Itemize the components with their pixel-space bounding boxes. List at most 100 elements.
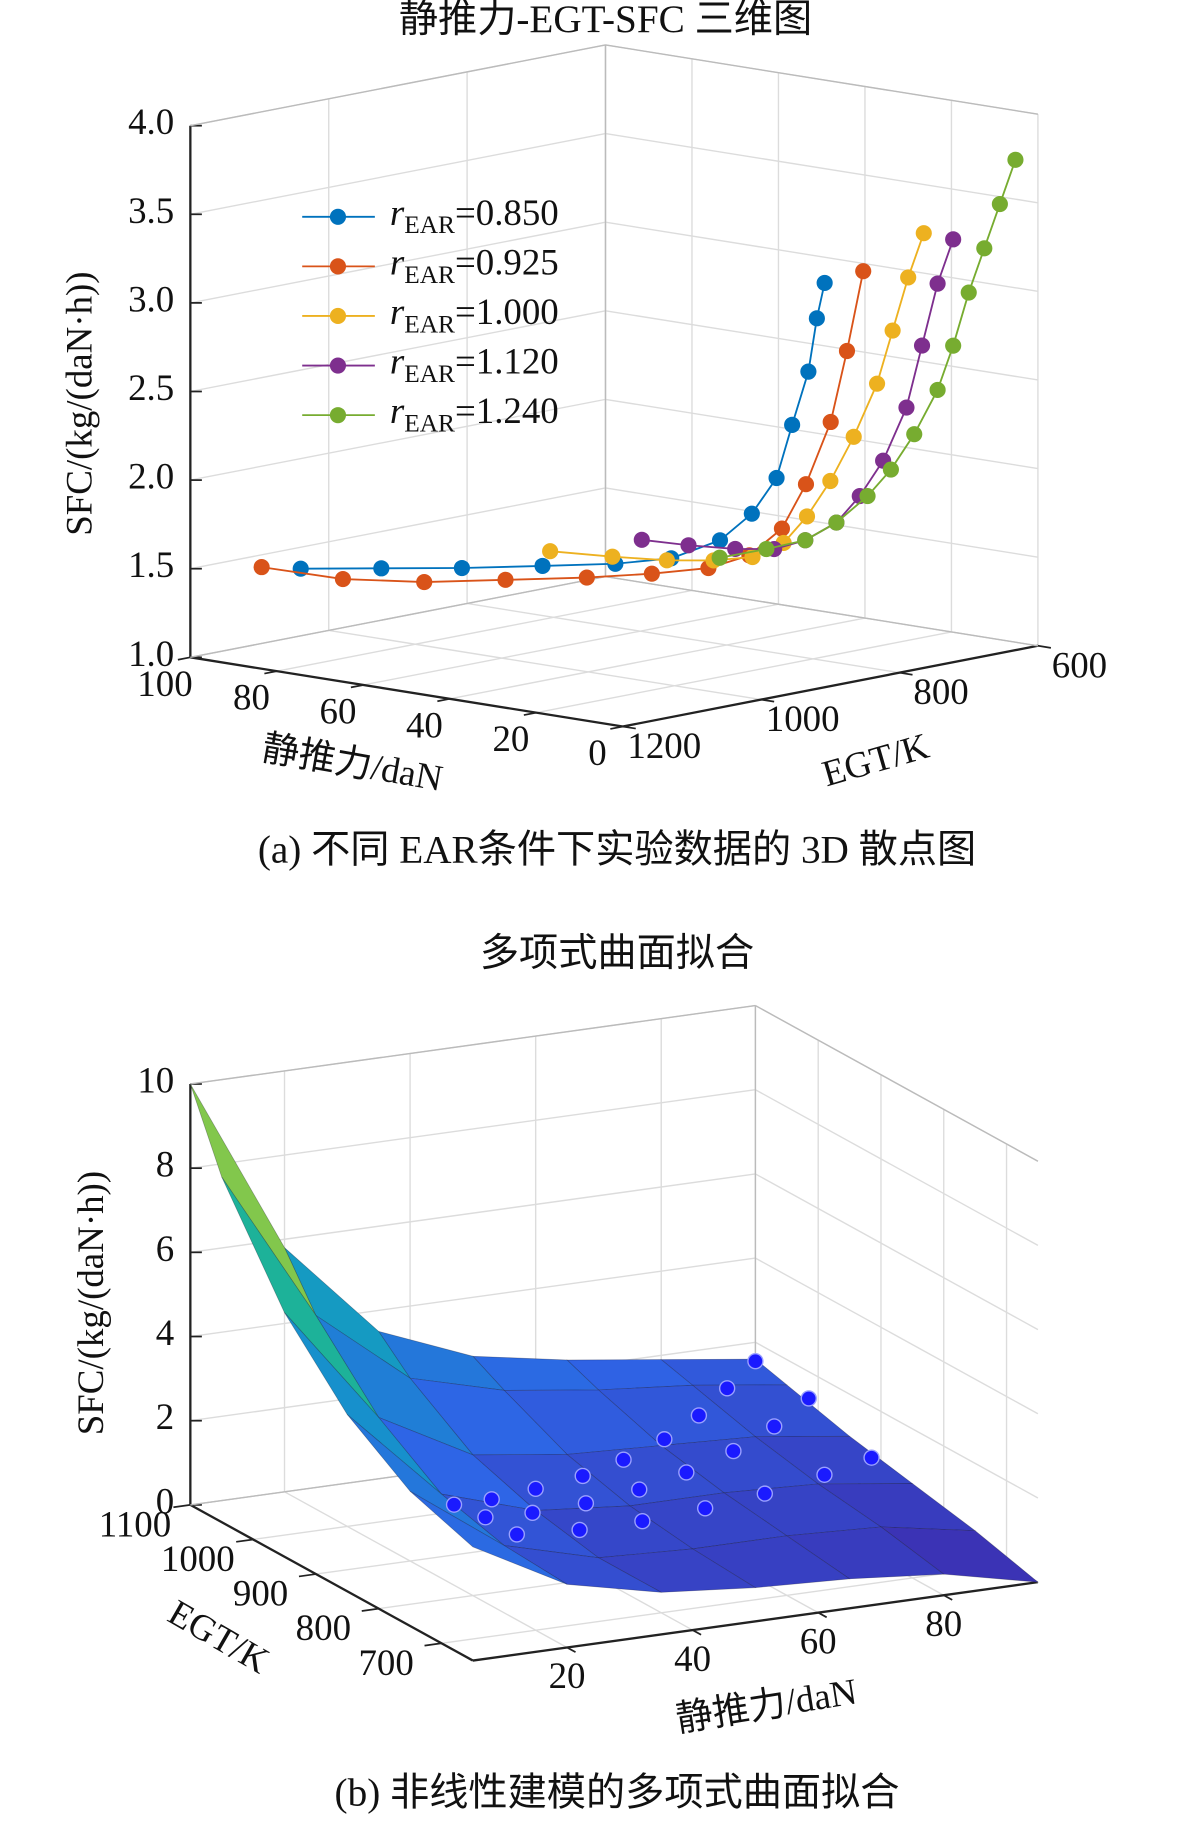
x-tick-label: 60 <box>800 1620 837 1661</box>
data-point <box>643 565 660 582</box>
grid-line <box>755 1173 1039 1331</box>
tick-mark <box>298 1573 317 1578</box>
data-point <box>578 569 595 586</box>
data-point <box>615 1451 632 1468</box>
data-point <box>816 1466 833 1483</box>
data-point <box>991 195 1008 213</box>
data-point <box>845 428 862 445</box>
legend-marker <box>329 208 347 225</box>
x-tick-label: 40 <box>406 704 443 745</box>
data-point <box>863 1449 880 1466</box>
grid-line <box>363 603 779 686</box>
data-point <box>416 574 433 591</box>
z-tick-label: 4 <box>156 1312 174 1353</box>
grid-line <box>449 617 866 700</box>
data-point <box>976 240 993 257</box>
data-point <box>743 505 760 522</box>
y-tick-label: 800 <box>296 1607 351 1648</box>
box-edge <box>190 575 606 658</box>
z-tick-label: 4.0 <box>128 101 174 142</box>
surface-patch <box>221 1176 379 1418</box>
data-point <box>727 540 744 557</box>
data-point <box>808 310 825 327</box>
caption: (a) 不同 EAR条件下实验数据的 3D 散点图 <box>258 828 976 871</box>
data-point <box>574 1467 591 1485</box>
box-edge <box>190 1004 756 1085</box>
x-tick-label: 80 <box>925 1603 962 1644</box>
x-tick-label: 80 <box>233 677 270 718</box>
data-point <box>690 1407 708 1424</box>
grid-line <box>190 1089 756 1169</box>
y-tick-label: 1200 <box>627 725 701 766</box>
data-point <box>604 548 621 565</box>
data-point <box>656 1431 673 1448</box>
legend-marker <box>329 307 347 325</box>
data-point <box>773 520 790 537</box>
surface-patch <box>190 1083 317 1316</box>
data-point <box>1007 151 1024 168</box>
data-point <box>634 1513 651 1530</box>
data-point <box>800 363 817 380</box>
grid-line <box>755 1341 1039 1499</box>
grid-line <box>328 629 762 701</box>
data-point <box>884 322 901 339</box>
grid-line <box>755 1257 1039 1415</box>
grid-line <box>755 1089 1039 1247</box>
y-tick-label: 800 <box>913 671 968 712</box>
y-tick-label: 900 <box>233 1573 288 1614</box>
x-tick-label: 100 <box>137 663 192 704</box>
x-tick-label: 0 <box>588 732 606 773</box>
data-point <box>527 1480 544 1498</box>
data-point <box>756 1485 774 1502</box>
y-tick-label: 700 <box>358 1642 413 1683</box>
tick-mark <box>424 1642 442 1647</box>
data-point <box>711 549 728 566</box>
data-point <box>929 381 946 399</box>
data-point <box>725 1442 742 1460</box>
data-point <box>784 416 801 433</box>
box-edge <box>605 44 1039 115</box>
data-point <box>945 231 962 248</box>
tick-mark <box>177 656 191 661</box>
surface-patch <box>347 1414 505 1546</box>
data-point <box>859 488 876 505</box>
data-point <box>571 1521 588 1539</box>
z-tick-label: 1.0 <box>128 633 174 674</box>
legend-label: rEAR=0.925 <box>390 242 559 289</box>
grid-line <box>467 602 900 674</box>
data-point <box>711 532 729 549</box>
z-tick-label: 0 <box>156 1480 174 1521</box>
data-point <box>915 225 932 242</box>
grid-line <box>276 589 693 672</box>
data-point <box>373 560 390 577</box>
grid-line <box>190 1257 756 1338</box>
data-point <box>680 537 697 554</box>
grid-line <box>605 221 1039 293</box>
data-point <box>696 1500 714 1517</box>
data-point <box>508 1526 526 1543</box>
data-point <box>868 375 886 392</box>
x-tick-label: 20 <box>492 718 529 759</box>
data-point <box>797 476 815 493</box>
box-edge <box>605 575 1039 647</box>
chart-title: 静推力-EGT-SFC 三维图 <box>399 0 812 41</box>
grid-line <box>605 398 1039 470</box>
series-line <box>300 282 826 570</box>
data-point <box>453 559 470 577</box>
data-point <box>828 514 845 531</box>
z-tick-label: 2.0 <box>128 456 174 497</box>
data-point <box>758 540 775 558</box>
legend-label: rEAR=0.850 <box>390 192 559 239</box>
y-tick-label: 600 <box>1052 644 1107 685</box>
data-point <box>678 1464 695 1481</box>
z-tick-label: 6 <box>156 1228 174 1269</box>
data-point <box>633 531 650 548</box>
data-point <box>906 426 923 443</box>
data-point <box>631 1481 648 1498</box>
legend-label: rEAR=1.000 <box>390 291 559 338</box>
data-point <box>253 559 270 576</box>
grid-line <box>605 487 1039 558</box>
data-point <box>768 469 785 487</box>
axis-line <box>472 1580 1039 1662</box>
tick-mark <box>173 1504 191 1509</box>
